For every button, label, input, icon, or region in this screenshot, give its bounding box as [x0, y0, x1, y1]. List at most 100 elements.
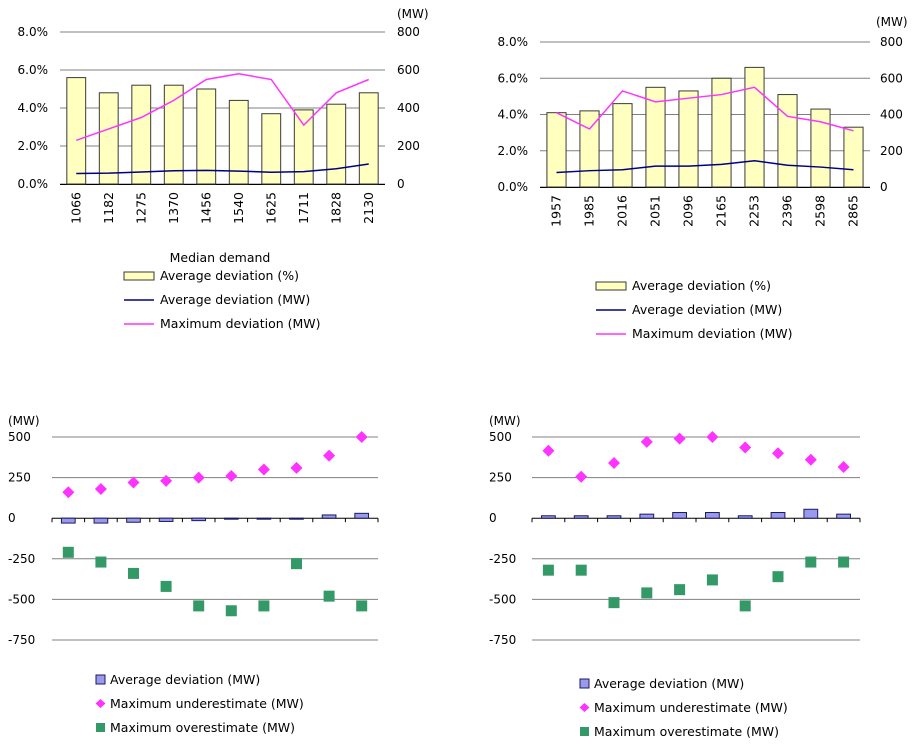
right-axis-unit: (MW): [876, 15, 908, 29]
bar-average-deviation-mw: [321, 514, 337, 519]
bar-average-deviation-mw: [770, 512, 786, 519]
right-tick-label: 800: [397, 25, 420, 39]
marker-maximum-underestimate: [542, 444, 555, 457]
bar-average-deviation-pct: [645, 86, 666, 188]
left-tick-label: 2.0%: [18, 139, 49, 153]
right-tick-label: 600: [397, 63, 420, 77]
category-label: 2051: [648, 195, 663, 227]
y-tick-label: -250: [489, 552, 516, 566]
category-label: 1370: [166, 192, 181, 224]
legend-swatch-bar: [595, 281, 627, 291]
legend-label: Maximum deviation (MW): [160, 316, 321, 331]
bar-average-deviation-pct: [546, 112, 567, 188]
legend-swatch-bar: [579, 678, 590, 689]
left-tick-label: 8.0%: [498, 35, 529, 49]
marker-maximum-overestimate: [739, 600, 751, 612]
legend-label: Maximum underestimate (MW): [110, 696, 304, 711]
right-tick-label: 0: [397, 177, 405, 191]
legend-label: Maximum deviation (MW): [632, 326, 793, 341]
marker-maximum-overestimate: [608, 597, 620, 609]
marker-maximum-overestimate: [95, 556, 107, 568]
category-label: 1275: [133, 192, 148, 224]
chart-top-right: 0.0% 2.0% 4.0% 6.0% 8.0% 0 200 400 600 800 (MW) 195…: [498, 15, 908, 341]
legend-label: Maximum overestimate (MW): [594, 724, 779, 739]
marker-maximum-underestimate: [323, 449, 336, 462]
y-tick-label: -750: [8, 633, 35, 647]
bar-average-deviation-mw: [354, 512, 370, 519]
left-tick-label: 8.0%: [18, 25, 49, 39]
bar-average-deviation-pct: [228, 99, 249, 185]
right-tick-label: 200: [397, 139, 420, 153]
line-maximum-deviation-mw: [76, 73, 370, 142]
marker-maximum-underestimate: [225, 469, 238, 482]
category-label: 2396: [780, 195, 795, 227]
marker-maximum-overestimate: [291, 558, 302, 570]
category-label: 2165: [714, 195, 729, 227]
marker-maximum-underestimate: [257, 463, 270, 476]
legend-swatch-bar: [95, 674, 106, 685]
right-tick-label: 600: [880, 71, 903, 85]
bar-average-deviation-mw: [705, 512, 720, 519]
bar-average-deviation-pct: [163, 84, 184, 185]
legend-swatch-diamond: [579, 703, 590, 712]
marker-maximum-overestimate: [323, 590, 335, 602]
marker-maximum-overestimate: [641, 587, 653, 599]
marker-maximum-underestimate: [290, 461, 303, 474]
legend-label: Average deviation (MW): [160, 292, 310, 307]
bar-average-deviation-mw: [256, 517, 272, 520]
legend-label: Average deviation (MW): [594, 676, 744, 691]
bar-average-deviation-pct: [711, 77, 732, 188]
marker-maximum-overestimate: [575, 564, 587, 576]
marker-maximum-underestimate: [608, 456, 620, 469]
y-tick-label: -250: [8, 552, 35, 566]
marker-maximum-underestimate: [673, 432, 686, 445]
category-label: 1066: [68, 192, 83, 224]
category-label: 1957: [549, 195, 564, 227]
bar-average-deviation-pct: [66, 77, 87, 185]
legend-swatch-square: [96, 723, 105, 732]
legend-swatch-square: [580, 727, 589, 736]
chart-bottom-left: 500 250 0 -250 -500 -750 (MW) Average deviation…: [8, 414, 379, 735]
bar-average-deviation-mw: [126, 517, 141, 523]
left-tick-label: 0.0%: [18, 177, 49, 191]
y-tick-label: -500: [489, 592, 516, 606]
y-tick-label: 250: [8, 471, 31, 485]
marker-maximum-overestimate: [542, 564, 554, 576]
x-axis-title: Median demand: [170, 250, 271, 265]
bar-average-deviation-pct: [131, 84, 152, 185]
line-average-deviation-mw: [76, 163, 369, 175]
legend-label: Average deviation (MW): [632, 302, 782, 317]
bar-average-deviation-pct: [326, 103, 347, 185]
right-tick-label: 0: [880, 180, 888, 194]
right-tick-label: 400: [880, 108, 903, 122]
marker-maximum-overestimate: [193, 600, 205, 612]
left-tick-label: 6.0%: [498, 71, 529, 85]
marker-maximum-overestimate: [706, 574, 718, 586]
marker-maximum-underestimate: [575, 470, 588, 483]
marker-maximum-underestimate: [94, 482, 107, 495]
legend-label: Average deviation (%): [160, 268, 299, 283]
bar-average-deviation-pct: [261, 113, 282, 185]
bar-average-deviation-mw: [289, 517, 304, 520]
right-tick-label: 200: [880, 144, 903, 158]
legend-label: Average deviation (%): [632, 278, 771, 293]
legend-swatch-bar: [123, 271, 155, 281]
bar-average-deviation-mw: [223, 517, 239, 520]
category-label: 2253: [747, 195, 762, 227]
category-label: 2865: [846, 195, 861, 227]
y-tick-label: 250: [489, 471, 512, 485]
bar-average-deviation-mw: [541, 515, 556, 519]
category-label: 2598: [813, 195, 828, 227]
category-label: 1625: [263, 192, 278, 224]
marker-maximum-underestimate: [160, 474, 173, 487]
bar-average-deviation-mw: [60, 517, 76, 524]
left-tick-label: 0.0%: [498, 180, 529, 194]
right-tick-label: 400: [397, 101, 420, 115]
marker-maximum-overestimate: [772, 571, 784, 583]
bar-average-deviation-mw: [737, 515, 753, 519]
bar-average-deviation-mw: [573, 515, 589, 519]
line-average-deviation-mw: [556, 159, 854, 174]
marker-maximum-overestimate: [258, 600, 270, 612]
bar-average-deviation-mw: [191, 517, 207, 522]
